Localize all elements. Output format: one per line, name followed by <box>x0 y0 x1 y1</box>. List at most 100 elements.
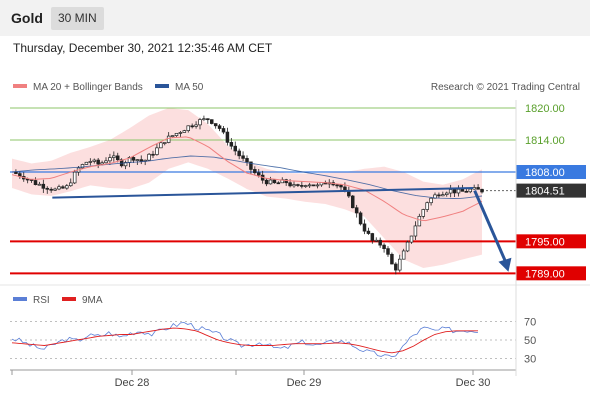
candle-body <box>378 239 382 246</box>
candle-body <box>135 159 140 161</box>
candle-body <box>288 182 292 187</box>
candle-body <box>33 180 38 185</box>
candle-body <box>233 145 238 152</box>
candle-body <box>390 253 394 265</box>
candle-body <box>417 216 422 227</box>
candle-body <box>448 189 453 194</box>
candle-body <box>464 190 469 193</box>
candle-body <box>362 223 367 232</box>
candle-body <box>37 183 42 186</box>
top-bar: Gold 30 MIN <box>0 0 590 36</box>
x-tick-label: Dec 30 <box>456 377 491 389</box>
candle-body <box>182 130 187 133</box>
candle-body <box>264 179 269 185</box>
level-1804-51-tag <box>516 183 586 198</box>
candle-body <box>480 188 484 193</box>
candle-body <box>452 189 457 194</box>
candle-body <box>354 207 359 214</box>
forecast-arrow-shaft <box>473 190 508 265</box>
candle-body <box>421 209 426 217</box>
candle-body <box>394 263 398 271</box>
candle-body <box>131 157 136 161</box>
candle-body <box>351 195 355 209</box>
level-1795-00-label: 1795.00 <box>525 236 565 248</box>
candle-body <box>178 132 183 134</box>
candle-body <box>170 135 175 137</box>
candle-body <box>41 183 46 189</box>
candle-body <box>241 155 245 159</box>
candle-body <box>100 162 104 165</box>
candle-body <box>460 188 465 192</box>
legend-ma9-swatch <box>62 297 76 301</box>
level-1804-51-label: 1804.51 <box>525 186 565 198</box>
candle-body <box>155 147 159 155</box>
candle-body <box>339 184 343 188</box>
candle-body <box>104 160 108 164</box>
ma20-line <box>11 136 483 222</box>
candle-body <box>268 179 273 185</box>
candle-body <box>14 171 18 174</box>
candle-body <box>61 186 65 189</box>
annotations <box>52 186 512 272</box>
symbol-title: Gold <box>11 10 43 26</box>
candle-body <box>468 188 473 193</box>
legend-ma50-label: MA 50 <box>175 82 204 93</box>
level-1795-00-tag <box>516 234 586 249</box>
rsi-tick-50: 50 <box>524 335 536 347</box>
candle-body <box>84 161 89 165</box>
candle-body <box>53 188 57 191</box>
candle-body <box>253 169 257 174</box>
level-1820-00-label: 1820.00 <box>525 103 565 115</box>
candle-body <box>311 184 316 187</box>
bollinger-bands <box>12 108 482 268</box>
candle-body <box>217 125 222 129</box>
candle-body <box>276 182 281 185</box>
candle-body <box>476 187 480 190</box>
level-1789-00-tag <box>516 266 586 281</box>
candle-body <box>456 188 461 194</box>
candle-body <box>166 135 171 143</box>
candle-body <box>159 142 163 149</box>
candle-body <box>88 161 93 163</box>
candle-body <box>190 125 194 128</box>
candle-body <box>472 187 476 190</box>
candle-body <box>57 186 61 190</box>
forecast-arrow-head <box>498 257 512 272</box>
candle-body <box>139 159 144 162</box>
level-1808-00-tag <box>516 165 586 179</box>
candle-body <box>437 194 441 197</box>
candle-body <box>429 197 433 204</box>
candle-body <box>405 241 410 252</box>
price-levels: 1820.00 1814.00 1808.00 1804.51 1795.00 1789.… <box>10 103 586 281</box>
candle-body <box>292 184 296 187</box>
candle-body <box>206 118 210 121</box>
candle-body <box>210 119 214 124</box>
candle-body <box>115 155 120 161</box>
level-1808-00-label: 1808.00 <box>525 167 565 179</box>
candle-body <box>96 159 100 165</box>
candle-body <box>147 153 151 161</box>
x-tick-label: Dec 28 <box>115 377 150 389</box>
timeframe-badge[interactable]: 30 MIN <box>51 7 104 30</box>
candle-body <box>304 185 308 187</box>
candle-body <box>245 158 249 163</box>
candle-body <box>151 153 155 156</box>
candle-body <box>409 235 414 243</box>
candle-body <box>445 192 449 195</box>
candle-body <box>398 258 402 271</box>
candle-body <box>229 142 234 147</box>
candle-body <box>401 250 406 260</box>
candle-body <box>272 179 277 184</box>
legend-ma20-swatch <box>13 84 27 88</box>
candle-body <box>257 172 261 176</box>
rsi-ma9-line <box>11 327 478 354</box>
candle-body <box>386 248 390 255</box>
candle-body <box>370 233 375 241</box>
candle-body <box>425 202 429 210</box>
candle-body <box>65 185 69 189</box>
legend-ma50-swatch <box>155 84 169 88</box>
candle-body <box>68 182 73 187</box>
x-tick-label: Dec 29 <box>287 377 322 389</box>
candle-body <box>382 244 386 249</box>
candle-body <box>163 142 167 144</box>
